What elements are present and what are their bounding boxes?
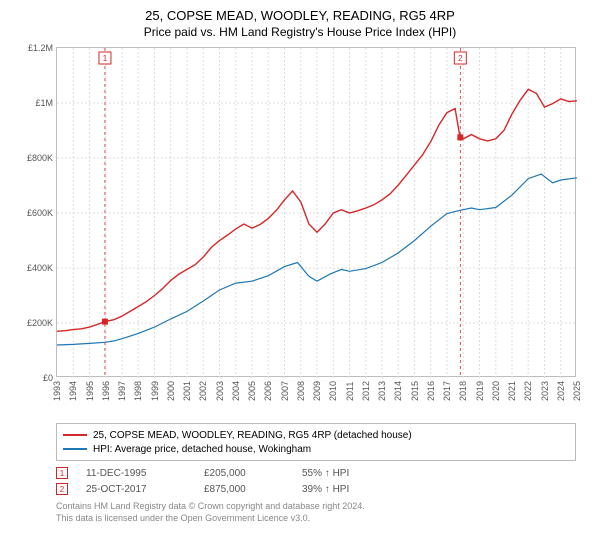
y-tick-label: £1M (13, 98, 53, 108)
chart-title: 25, COPSE MEAD, WOODLEY, READING, RG5 4R… (12, 8, 588, 23)
x-tick-label: 2001 (182, 381, 192, 401)
x-tick-label: 2019 (475, 381, 485, 401)
legend-swatch (63, 448, 87, 450)
chart-subtitle: Price paid vs. HM Land Registry's House … (12, 25, 588, 39)
x-tick-label: 1999 (150, 381, 160, 401)
y-tick-label: £0 (13, 373, 53, 383)
sales-table: 1 11-DEC-1995 £205,000 55% ↑ HPI 2 25-OCT-201… (56, 465, 576, 497)
x-tick-label: 2014 (393, 381, 403, 401)
sale-price: £205,000 (204, 468, 284, 479)
x-tick-label: 2005 (247, 381, 257, 401)
x-tick-label: 2025 (572, 381, 582, 401)
x-tick-label: 2010 (328, 381, 338, 401)
x-tick-label: 2020 (491, 381, 501, 401)
sale-marker: 1 (56, 467, 68, 479)
x-tick-label: 2009 (312, 381, 322, 401)
svg-text:1: 1 (103, 54, 108, 63)
sale-row: 2 25-OCT-2017 £875,000 39% ↑ HPI (56, 481, 576, 497)
x-tick-label: 2021 (507, 381, 517, 401)
attribution-line: Contains HM Land Registry data © Crown c… (56, 501, 576, 513)
x-tick-label: 2017 (442, 381, 452, 401)
x-tick-label: 2015 (410, 381, 420, 401)
y-tick-label: £400K (13, 263, 53, 273)
x-tick-label: 2006 (263, 381, 273, 401)
x-tick-label: 2022 (523, 381, 533, 401)
legend-item: 25, COPSE MEAD, WOODLEY, READING, RG5 4R… (63, 428, 569, 442)
y-tick-label: £600K (13, 208, 53, 218)
y-tick-label: £800K (13, 153, 53, 163)
legend: 25, COPSE MEAD, WOODLEY, READING, RG5 4R… (56, 423, 576, 461)
sale-price: £875,000 (204, 484, 284, 495)
sale-date: 25-OCT-2017 (86, 484, 186, 495)
plot-area: £0£200K£400K£600K£800K£1M£1.2M12 (56, 47, 576, 377)
attribution-line: This data is licensed under the Open Gov… (56, 513, 576, 525)
x-tick-label: 2024 (556, 381, 566, 401)
sale-date: 11-DEC-1995 (86, 468, 186, 479)
x-tick-label: 2008 (296, 381, 306, 401)
legend-item: HPI: Average price, detached house, Woki… (63, 442, 569, 456)
x-tick-label: 2012 (361, 381, 371, 401)
x-tick-label: 2007 (280, 381, 290, 401)
legend-label: HPI: Average price, detached house, Woki… (93, 444, 311, 455)
chart-series (57, 174, 577, 345)
legend-label: 25, COPSE MEAD, WOODLEY, READING, RG5 4R… (93, 430, 412, 441)
x-tick-label: 2016 (426, 381, 436, 401)
x-axis-labels: 1993199419951996199719981999200020012002… (56, 379, 576, 419)
y-tick-label: £1.2M (13, 43, 53, 53)
attribution: Contains HM Land Registry data © Crown c… (56, 501, 576, 524)
svg-text:2: 2 (458, 54, 463, 63)
x-tick-label: 2003 (215, 381, 225, 401)
sale-marker: 2 (56, 483, 68, 495)
x-tick-label: 1998 (133, 381, 143, 401)
sale-delta: 55% ↑ HPI (302, 468, 349, 479)
legend-swatch (63, 434, 87, 436)
x-tick-label: 2002 (198, 381, 208, 401)
x-tick-label: 1996 (101, 381, 111, 401)
x-tick-label: 2011 (345, 382, 355, 401)
x-tick-label: 1997 (117, 381, 127, 401)
y-tick-label: £200K (13, 318, 53, 328)
x-tick-label: 2013 (377, 381, 387, 401)
x-tick-label: 1993 (52, 381, 62, 401)
x-tick-label: 1995 (85, 381, 95, 401)
x-tick-label: 2004 (231, 381, 241, 401)
sale-delta: 39% ↑ HPI (302, 484, 349, 495)
x-tick-label: 1994 (68, 381, 78, 401)
x-tick-label: 2018 (458, 381, 468, 401)
x-tick-label: 2023 (540, 381, 550, 401)
sale-row: 1 11-DEC-1995 £205,000 55% ↑ HPI (56, 465, 576, 481)
x-tick-label: 2000 (166, 381, 176, 401)
